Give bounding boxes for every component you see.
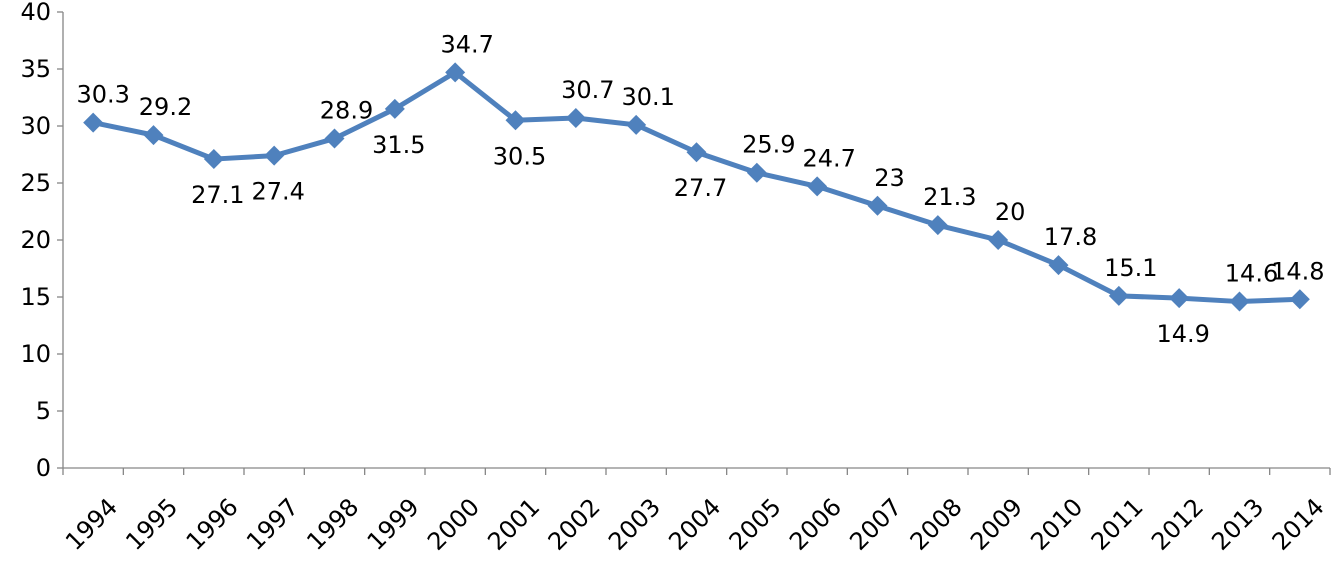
x-tick-label: 2010 (1025, 493, 1088, 556)
x-tick-label: 1995 (120, 493, 183, 556)
data-label: 24.7 (802, 144, 855, 172)
series (83, 62, 1310, 312)
x-tick-label: 2011 (1086, 493, 1149, 556)
data-point (384, 98, 405, 119)
data-point (505, 110, 526, 131)
data-label: 30.5 (493, 142, 546, 170)
data-label: 14.6 (1225, 260, 1278, 288)
data-label: 14.8 (1271, 257, 1324, 285)
data-label: 23 (874, 164, 905, 192)
y-tick-label: 25 (20, 169, 51, 197)
x-tick-label: 2006 (784, 493, 847, 556)
data-label: 14.9 (1156, 320, 1209, 348)
data-point (83, 112, 104, 133)
x-tick-label: 2004 (663, 493, 726, 556)
data-point (626, 114, 647, 135)
data-label: 27.7 (674, 174, 727, 202)
data-point (143, 125, 164, 146)
data-point (1289, 289, 1310, 310)
data-point (1169, 288, 1190, 309)
x-tick-label: 2007 (844, 493, 907, 556)
data-label: 17.8 (1044, 223, 1097, 251)
data-label: 30.1 (621, 83, 674, 111)
data-label: 27.4 (251, 178, 304, 206)
x-tick-label: 2012 (1146, 493, 1209, 556)
x-axis: 1994199519961997199819992000200120022003… (60, 467, 1331, 556)
y-axis: 0 5 10 15 20 25 30 35 40 (20, 0, 64, 482)
x-tick-label: 2003 (603, 493, 666, 556)
data-label: 25.9 (742, 131, 795, 159)
x-tick-label: 2013 (1206, 493, 1269, 556)
x-tick-label: 2002 (543, 493, 606, 556)
data-labels: 30.3 29.2 27.1 27.4 28.9 31.5 34.7 30.5 30.7 30.1… (76, 30, 1324, 348)
x-tick-label: 1997 (241, 493, 304, 556)
y-tick-label: 5 (36, 397, 51, 425)
data-point (1229, 291, 1250, 312)
y-tick-label: 0 (36, 454, 51, 482)
x-tick-label: 2009 (965, 493, 1028, 556)
data-label: 21.3 (923, 183, 976, 211)
x-tick-label: 1999 (362, 493, 425, 556)
data-label: 28.9 (320, 97, 373, 125)
x-tick-label: 2001 (482, 493, 545, 556)
data-label: 27.1 (191, 181, 244, 209)
data-point (203, 149, 224, 170)
y-tick-label: 30 (20, 112, 51, 140)
y-tick-label: 20 (20, 226, 51, 254)
data-label: 30.7 (561, 76, 614, 104)
data-point (927, 215, 948, 236)
data-point (1108, 285, 1129, 306)
data-point (686, 142, 707, 163)
data-point (746, 162, 767, 183)
y-tick-label: 40 (20, 0, 51, 26)
x-tick-label: 2008 (905, 493, 968, 556)
data-label: 29.2 (139, 93, 192, 121)
x-tick-label: 2014 (1267, 493, 1330, 556)
data-label: 34.7 (440, 30, 493, 58)
data-point (867, 195, 888, 216)
x-tick-label: 2005 (724, 493, 787, 556)
data-label: 20 (995, 198, 1026, 226)
y-tick-label: 15 (20, 283, 51, 311)
data-point (565, 108, 586, 129)
x-tick-label: 1994 (60, 493, 123, 556)
y-tick-label: 10 (20, 340, 51, 368)
data-label: 30.3 (76, 81, 129, 109)
y-tick-label: 35 (20, 55, 51, 83)
x-tick-label: 2000 (422, 493, 485, 556)
data-point (264, 145, 285, 166)
data-point (807, 176, 828, 197)
x-tick-label: 1998 (301, 493, 364, 556)
data-label: 31.5 (372, 131, 425, 159)
data-point (324, 128, 345, 149)
data-label: 15.1 (1104, 254, 1157, 282)
x-tick-label: 1996 (181, 493, 244, 556)
data-point (988, 230, 1009, 250)
data-point (1048, 255, 1069, 276)
data-point (445, 62, 466, 83)
